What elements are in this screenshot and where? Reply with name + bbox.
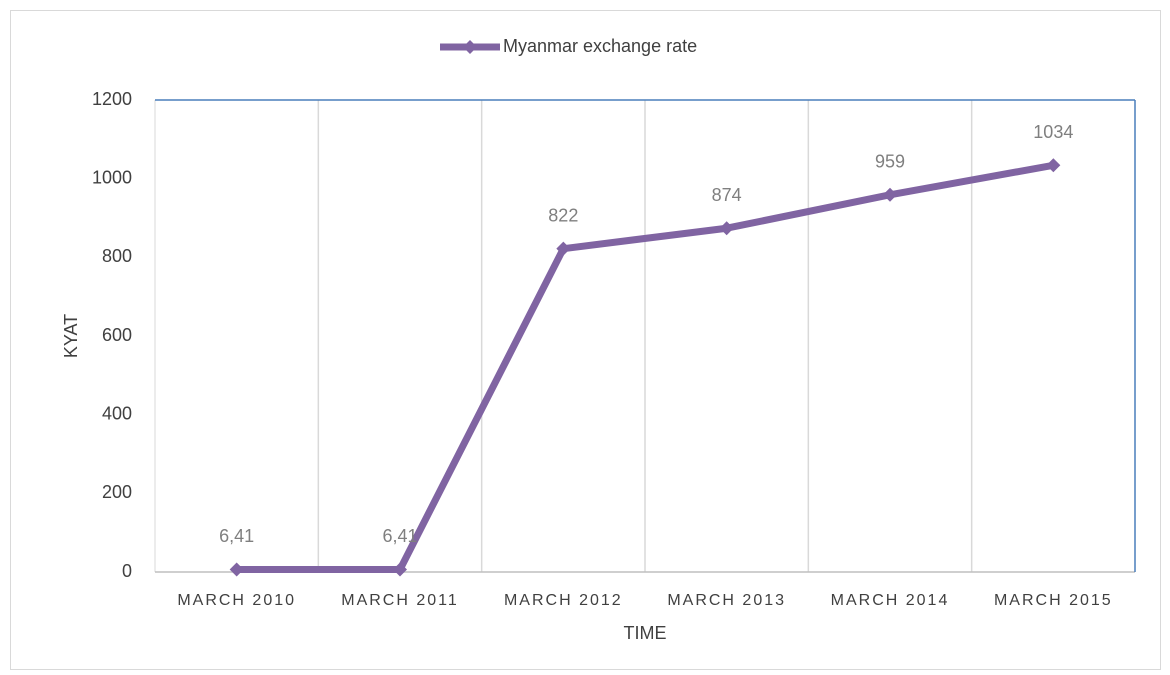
x-tick-label: MARCH 2010 xyxy=(177,592,296,609)
x-tick-label: MARCH 2013 xyxy=(667,592,786,609)
y-tick-label: 200 xyxy=(102,482,132,502)
legend-marker xyxy=(463,40,477,54)
y-tick-label: 1000 xyxy=(92,167,132,187)
data-label: 822 xyxy=(548,205,578,225)
data-point xyxy=(883,187,897,202)
x-tick-label: MARCH 2014 xyxy=(831,592,950,609)
y-tick-label: 400 xyxy=(102,403,132,423)
data-point xyxy=(556,241,571,256)
data-point xyxy=(229,562,244,577)
data-label: 6,41 xyxy=(382,526,417,546)
data-point xyxy=(719,221,734,236)
legend-label: Myanmar exchange rate xyxy=(503,36,697,56)
data-label: 1034 xyxy=(1033,122,1073,142)
x-tick-label: MARCH 2012 xyxy=(504,592,623,609)
x-tick-label: MARCH 2015 xyxy=(994,592,1113,609)
y-tick-label: 800 xyxy=(102,246,132,266)
y-tick-label: 0 xyxy=(122,561,132,581)
data-label: 6,41 xyxy=(219,526,254,546)
data-label: 874 xyxy=(712,185,742,205)
data-line xyxy=(236,161,1054,573)
y-axis-label: KYAT xyxy=(61,314,81,358)
chart-frame xyxy=(10,10,1161,670)
y-tick-label: 600 xyxy=(102,325,132,345)
x-tick-label: MARCH 2011 xyxy=(341,592,459,609)
data-point xyxy=(1046,158,1061,173)
data-label: 959 xyxy=(875,152,905,172)
x-axis-label: TIME xyxy=(624,623,667,643)
y-tick-label: 1200 xyxy=(92,89,132,109)
data-point xyxy=(393,562,407,577)
